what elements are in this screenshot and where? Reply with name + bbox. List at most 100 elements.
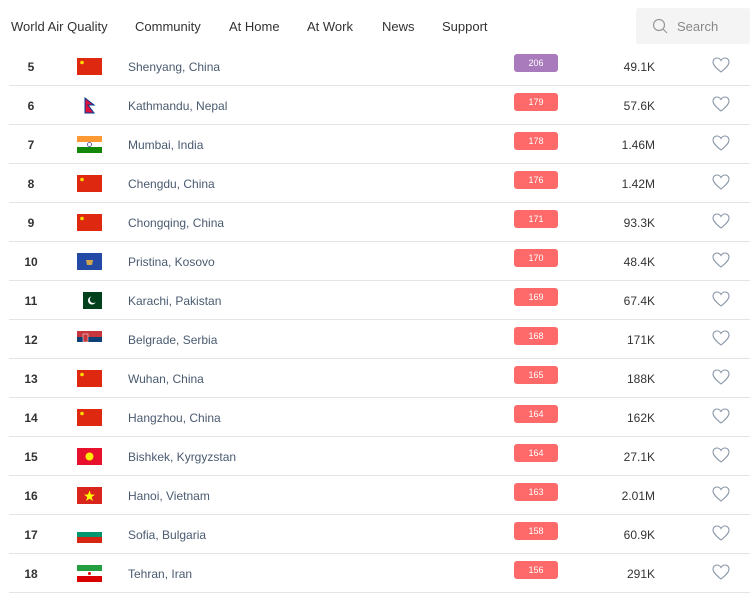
city-link[interactable]: Hangzhou, China [128,411,221,425]
city-link[interactable]: Chengdu, China [128,177,215,191]
table-row[interactable]: 5 Shenyang, China 206 49.1K [9,47,750,86]
aqi-badge: 164 [514,405,558,423]
followers-count: 93.3K [623,216,655,230]
table-row[interactable]: 13 Wuhan, China 165 188K [9,359,750,398]
heart-icon[interactable] [712,213,730,234]
city-link[interactable]: Kathmandu, Nepal [128,99,228,113]
heart-icon[interactable] [712,57,730,78]
followers-count: 1.42M [621,177,655,191]
aqi-badge: 179 [514,93,558,111]
flag-china-icon [77,175,102,192]
aqi-badge: 168 [514,327,558,345]
followers-count: 188K [626,372,655,386]
followers-count: 291K [626,567,655,581]
nav-support[interactable]: Support [442,19,488,34]
rank: 11 [24,294,38,308]
table-row[interactable]: 12 Belgrade, Serbia 168 171K [9,320,750,359]
heart-icon[interactable] [712,564,730,585]
heart-icon[interactable] [712,447,730,468]
heart-icon[interactable] [712,252,730,273]
followers-count: 162K [626,411,655,425]
city-link[interactable]: Hanoi, Vietnam [128,489,210,503]
followers-count: 67.4K [623,294,655,308]
aqi-badge: 206 [514,54,558,72]
rank: 8 [27,177,35,191]
flag-china-icon [77,58,102,75]
nav-community[interactable]: Community [135,19,201,34]
table-row[interactable]: 16 Hanoi, Vietnam 163 2.01M [9,476,750,515]
flag-vietnam-icon [77,487,102,504]
aqi-badge: 163 [514,483,558,501]
heart-icon[interactable] [712,135,730,156]
rank: 10 [24,255,38,269]
flag-serbia-icon [77,331,102,348]
city-link[interactable]: Karachi, Pakistan [128,294,222,308]
aqi-badge: 164 [514,444,558,462]
heart-icon[interactable] [712,525,730,546]
nav-world-air-quality[interactable]: World Air Quality [11,19,108,34]
rank: 6 [27,99,35,113]
aqi-badge: 170 [514,249,558,267]
heart-icon[interactable] [712,408,730,429]
city-link[interactable]: Shenyang, China [128,60,221,74]
city-link[interactable]: Pristina, Kosovo [128,255,215,269]
table-row[interactable]: 8 Chengdu, China 176 1.42M [9,164,750,203]
search-placeholder: Search [677,19,719,34]
heart-icon[interactable] [712,486,730,507]
flag-kosovo-icon [77,253,102,270]
table-row[interactable]: 10 Pristina, Kosovo 170 48.4K [9,242,750,281]
nav-at-work[interactable]: At Work [307,19,353,34]
city-link[interactable]: Sofia, Bulgaria [128,528,207,542]
city-link[interactable]: Chongqing, China [128,216,225,230]
rank: 12 [24,333,38,347]
table-row[interactable]: 9 Chongqing, China 171 93.3K [9,203,750,242]
table-row[interactable]: 14 Hangzhou, China 164 162K [9,398,750,437]
heart-icon[interactable] [712,96,730,117]
rank: 15 [24,450,38,464]
flag-china-icon [77,214,102,231]
flag-iran-icon [77,565,102,582]
rank: 9 [27,216,35,230]
aqi-badge: 165 [514,366,558,384]
followers-count: 57.6K [623,99,655,113]
aqi-badge: 176 [514,171,558,189]
flag-india-icon [77,136,102,153]
rank: 16 [24,489,38,503]
rank: 5 [27,60,35,74]
search-input[interactable]: Search [636,8,750,44]
aqi-badge: 156 [514,561,558,579]
heart-icon[interactable] [712,291,730,312]
table-row[interactable]: 15 Bishkek, Kyrgyzstan 164 27.1K [9,437,750,476]
rank: 18 [24,567,38,581]
table-row[interactable]: 7 Mumbai, India 178 1.46M [9,125,750,164]
nav-news[interactable]: News [382,19,415,34]
followers-count: 1.46M [621,138,655,152]
table-row[interactable]: 18 Tehran, Iran 156 291K [9,554,750,593]
city-link[interactable]: Wuhan, China [128,372,204,386]
followers-count: 60.9K [623,528,655,542]
table-row[interactable]: 17 Sofia, Bulgaria 158 60.9K [9,515,750,554]
aqi-badge: 171 [514,210,558,228]
nav-at-home[interactable]: At Home [229,19,280,34]
table-row[interactable]: 6 Kathmandu, Nepal 179 57.6K [9,86,750,125]
city-link[interactable]: Belgrade, Serbia [128,333,218,347]
city-link[interactable]: Mumbai, India [128,138,204,152]
heart-icon[interactable] [712,174,730,195]
flag-pakistan-icon [77,292,102,309]
city-link[interactable]: Tehran, Iran [128,567,193,581]
rank: 13 [24,372,38,386]
followers-count: 48.4K [623,255,655,269]
heart-icon[interactable] [712,330,730,351]
aqi-badge: 178 [514,132,558,150]
city-link[interactable]: Bishkek, Kyrgyzstan [128,450,237,464]
flag-china-icon [77,370,102,387]
rank: 7 [27,138,35,152]
followers-count: 49.1K [623,60,655,74]
table-row[interactable]: 11 Karachi, Pakistan 169 67.4K [9,281,750,320]
followers-count: 27.1K [623,450,655,464]
heart-icon[interactable] [712,369,730,390]
top-nav: World Air Quality Community At Home At W… [0,0,750,47]
rank: 17 [24,528,38,542]
rank: 14 [24,411,38,425]
search-icon [652,18,668,34]
